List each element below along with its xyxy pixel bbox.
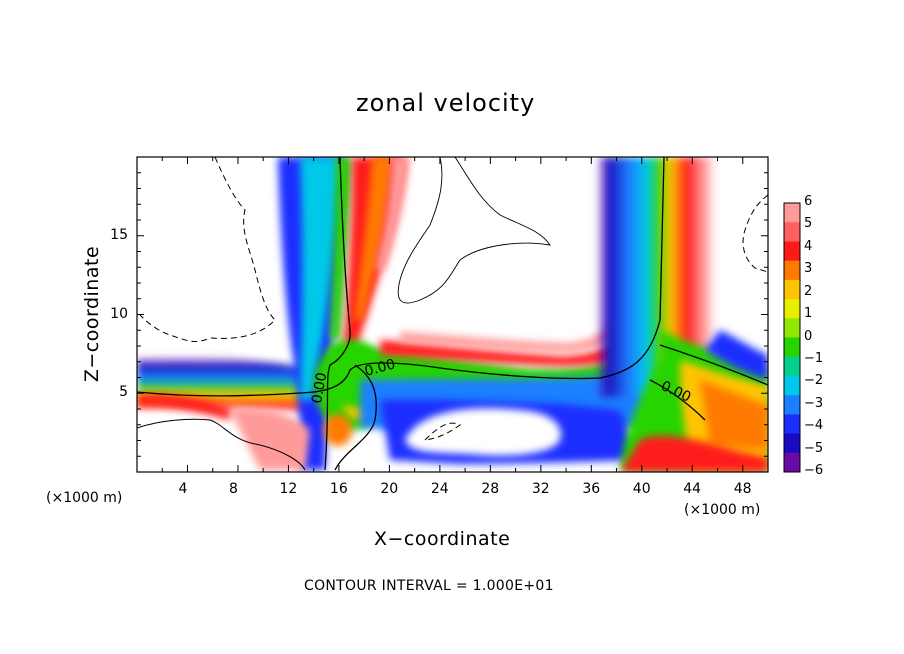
colorbar-label: −6: [804, 463, 824, 478]
x-tick-label: 20: [380, 481, 399, 497]
y-tick-label: 5: [119, 384, 128, 401]
colorbar-label: −3: [804, 395, 824, 411]
x-tick-label: 8: [228, 481, 238, 497]
y-tick-label: 10: [110, 305, 128, 322]
colorbar-swatch: [784, 452, 800, 473]
contour-interval-note: CONTOUR INTERVAL = 1.000E+01: [304, 578, 554, 594]
colorbar-swatch: [784, 203, 800, 223]
colorbar-label: 0: [804, 328, 813, 344]
colorbar-label: −4: [804, 418, 824, 434]
colorbar-swatch: [784, 356, 800, 377]
colorbar-swatch: [784, 414, 800, 435]
heatmap-field: [137, 157, 768, 472]
contour-lines: [137, 157, 768, 471]
x-tick-label: 24: [430, 481, 449, 497]
x-unit-label-left: (×1000 m): [46, 490, 123, 506]
contour-label-2: 0.00: [363, 356, 397, 380]
colorbar-label: 2: [804, 283, 813, 299]
colorbar-label: −2: [804, 373, 824, 389]
x-tick-label: 48: [733, 481, 752, 497]
x-tick-label: 44: [683, 481, 702, 497]
colorbar-swatch: [784, 375, 800, 396]
colorbar-label: 5: [804, 216, 813, 232]
x-tick-label: 28: [481, 481, 500, 497]
chart-title: zonal velocity: [356, 89, 536, 117]
colorbar-swatch: [784, 318, 800, 338]
colorbar-label: 3: [804, 261, 813, 277]
x-tick-label: 12: [279, 481, 298, 497]
x-tick-label: 16: [329, 481, 348, 497]
x-axis-label: X−coordinate: [374, 528, 511, 550]
x-tick-label: 40: [632, 481, 651, 497]
contour-label-1: 0.00: [309, 371, 330, 404]
colorbar-label: −5: [804, 440, 824, 456]
x-tick-label: 36: [582, 481, 601, 497]
x-unit-label-right: (×1000 m): [684, 502, 761, 518]
colorbar-swatch: [784, 337, 800, 358]
colorbar-swatch: [784, 299, 800, 319]
colorbar-swatch: [784, 395, 800, 415]
x-tick-label: 32: [531, 481, 550, 497]
colorbar-swatch: [784, 260, 800, 281]
colorbar-label: 6: [804, 194, 813, 209]
colorbar: [783, 202, 801, 473]
colorbar-swatch: [784, 241, 800, 262]
contour-dashed: [139, 157, 768, 441]
colorbar-swatch: [784, 433, 800, 454]
colorbar-swatch: [784, 222, 800, 242]
colorbar-label: 4: [804, 238, 813, 254]
y-tick-label: 15: [110, 226, 128, 243]
colorbar-label: −1: [804, 350, 824, 366]
y-axis-label: Z−coordinate: [81, 245, 103, 383]
colorbar-frame: [783, 202, 801, 473]
colorbar-swatch: [784, 279, 800, 300]
colorbar-label: 1: [804, 306, 813, 322]
x-tick-label: 4: [178, 481, 188, 497]
tick-marks: [136, 156, 769, 473]
